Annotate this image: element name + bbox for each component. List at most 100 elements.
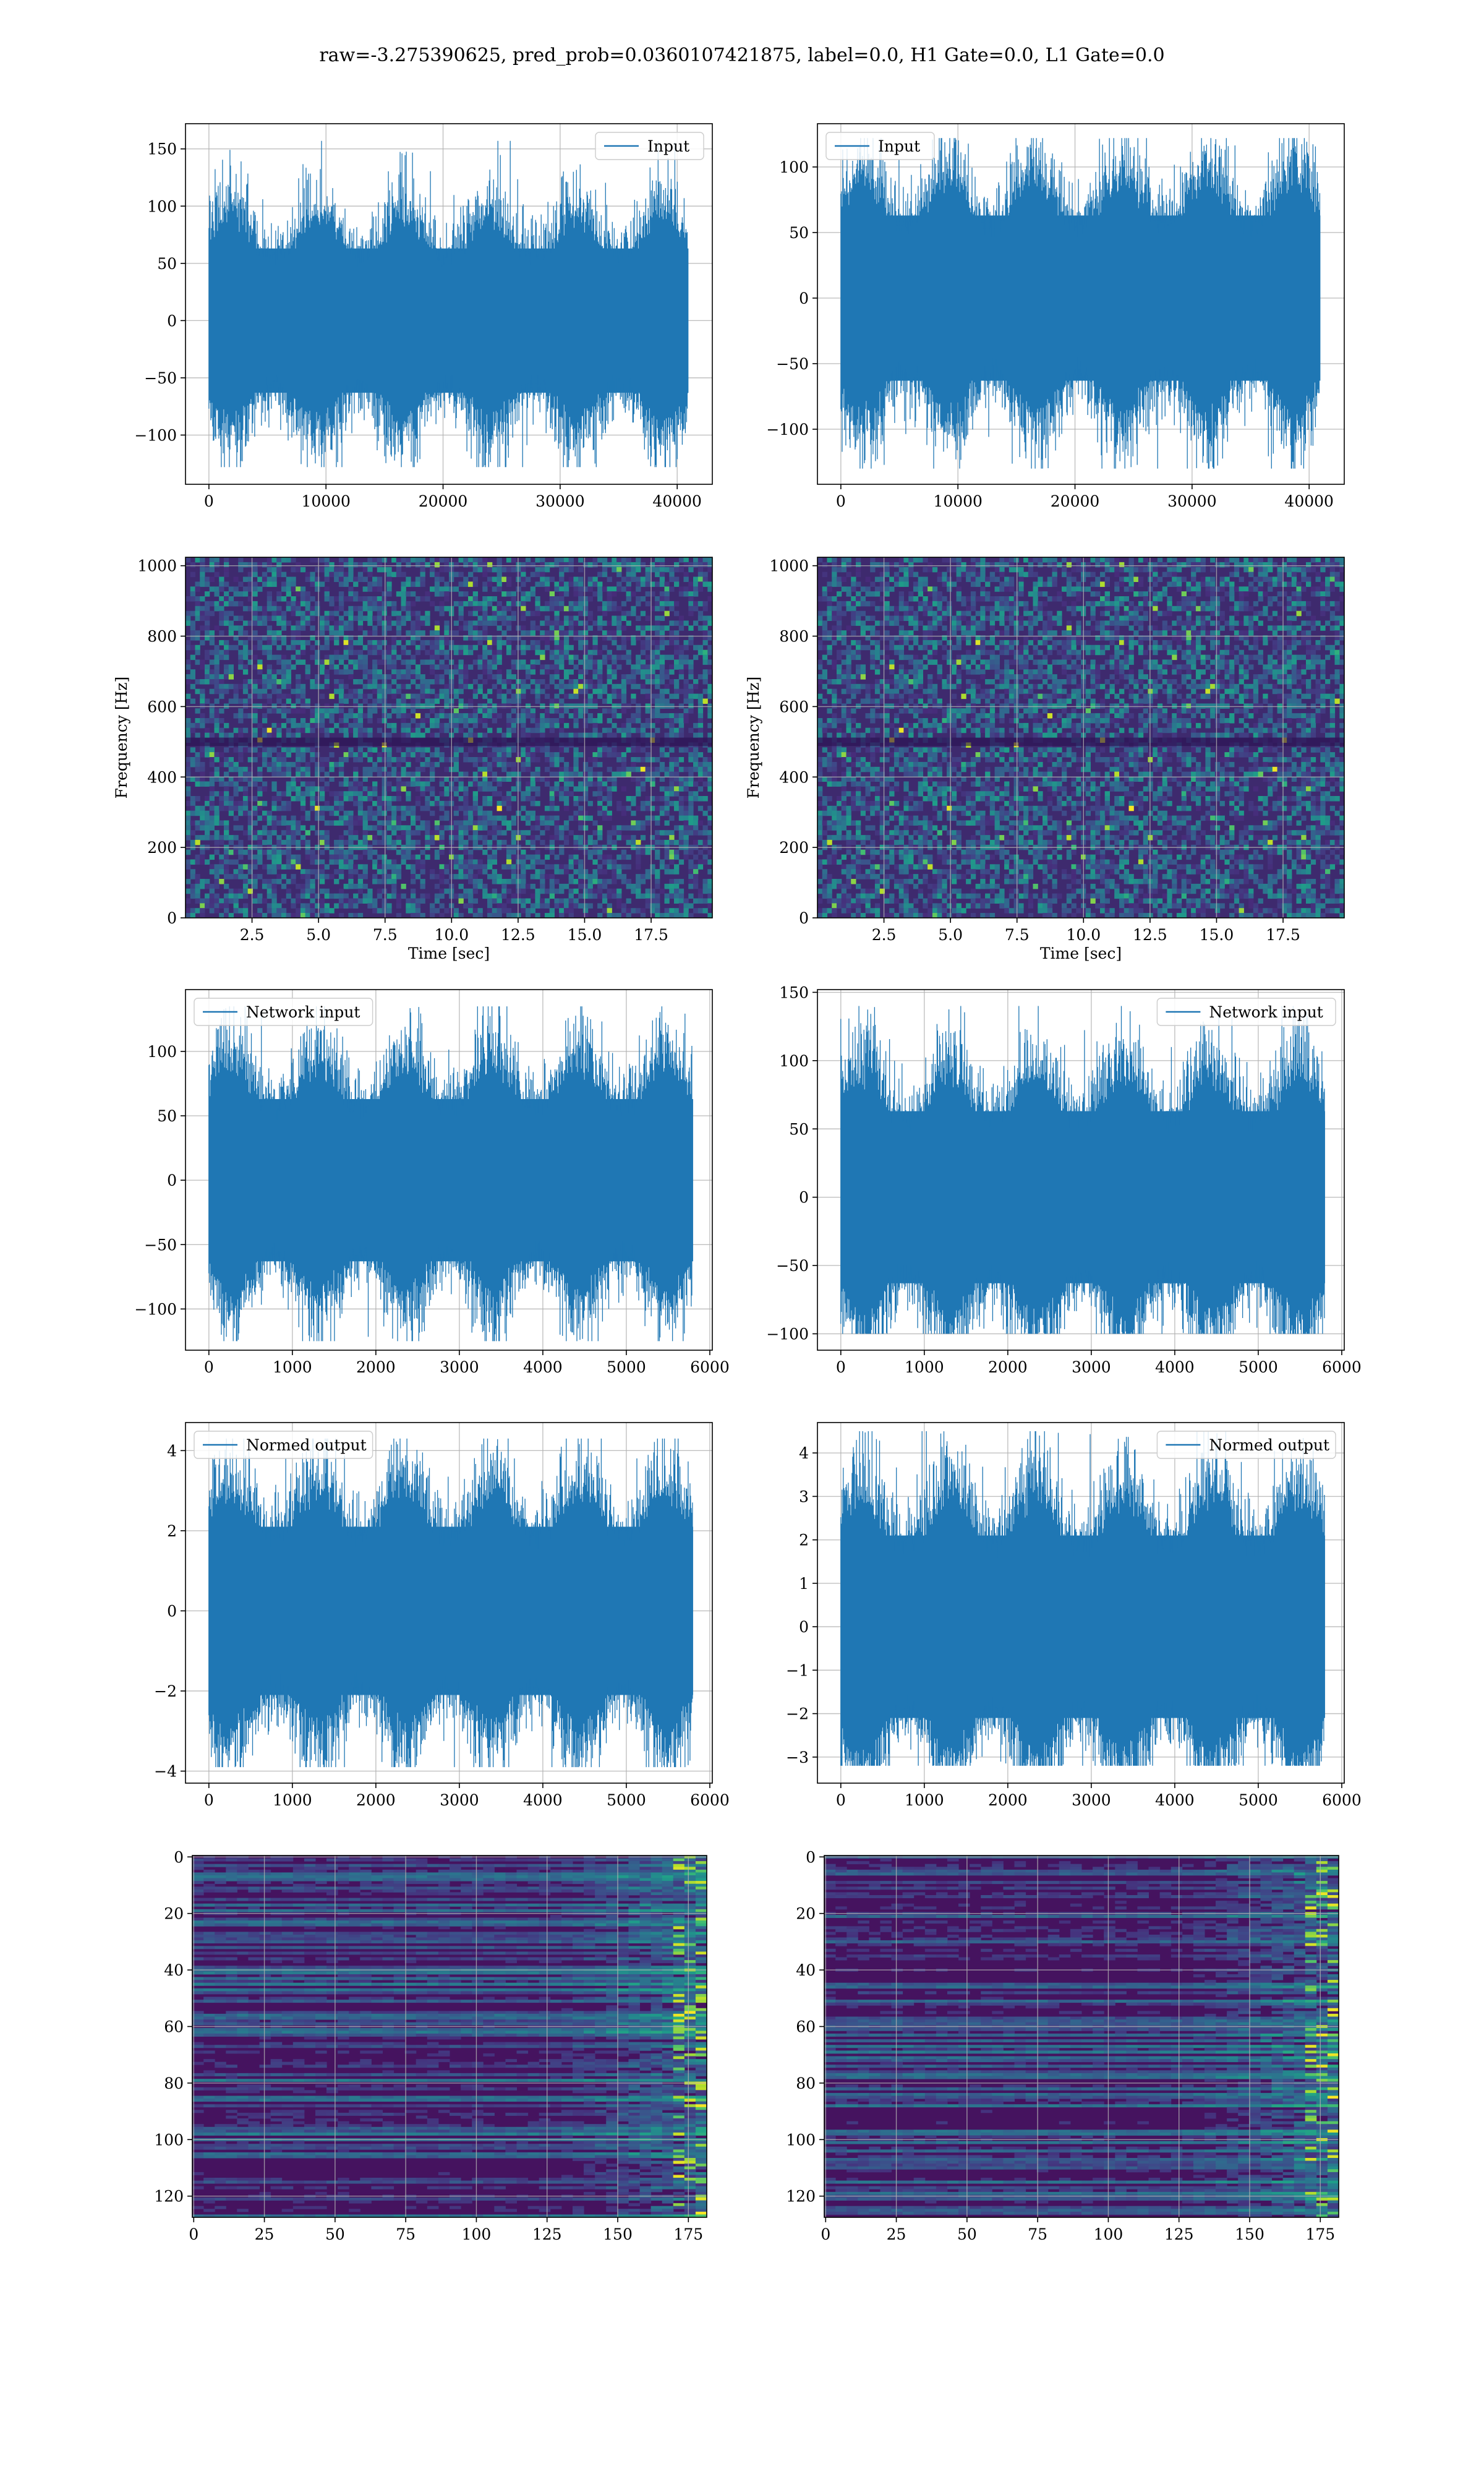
h1-spectrogram-cell	[636, 879, 641, 884]
h1-input-xtick-label: 30000	[535, 492, 585, 510]
h1-spectrogram-cell	[550, 791, 555, 797]
h1-spectrogram-cell	[626, 733, 631, 738]
h1-spectrogram-cell	[252, 781, 257, 787]
h1-spectrogram-cell	[262, 674, 267, 680]
h1-spectrogram-cell	[573, 577, 578, 583]
h1-spectrogram-cell	[674, 864, 679, 870]
h1-spectrogram-cell	[411, 703, 416, 709]
h1-spectrogram-cell	[382, 640, 387, 646]
h1-spectrogram-cell	[573, 860, 578, 865]
h1-spectrogram-cell	[688, 796, 693, 802]
h1-spectrogram-cell	[271, 572, 276, 578]
h1-spectrogram-cell	[674, 659, 679, 665]
h1-spectrogram-cell	[655, 899, 660, 904]
h1-spectrogram-cell	[252, 879, 257, 884]
h1-spectrogram-cell	[200, 713, 205, 719]
h1-spectrogram-cell	[545, 903, 550, 909]
h1-spectrogram-cell	[526, 733, 531, 738]
h1-spectrogram-cell	[234, 825, 239, 831]
h1-spectrogram-cell	[669, 869, 674, 875]
h1-spectrogram-cell	[262, 616, 267, 622]
h1-spectrogram-cell	[440, 757, 445, 763]
h1-spectrogram-cell	[377, 889, 382, 894]
h1-spectrogram-cell	[305, 669, 310, 675]
h1-spectrogram-cell	[301, 772, 305, 777]
h1-spectrogram-cell	[401, 772, 406, 777]
h1-spectrogram-cell	[334, 684, 339, 690]
h1-spectrogram-cell	[310, 757, 315, 763]
h1-spectrogram-cell	[234, 889, 239, 894]
h1-spectrogram-cell	[646, 708, 650, 714]
h1-spectrogram-cell	[698, 586, 703, 592]
h1-spectrogram-cell	[401, 806, 406, 811]
h1-spectrogram-cell	[229, 699, 234, 704]
h1-spectrogram-cell	[621, 586, 626, 592]
h1-spectrogram-cell	[200, 903, 205, 909]
h1-spectrogram-cell	[550, 703, 555, 709]
h1-spectrogram-cell	[612, 562, 616, 568]
h1-spectrogram-cell	[276, 606, 281, 612]
h1-spectrogram-cell	[669, 860, 674, 865]
h1-spectrogram-cell	[267, 830, 272, 836]
h1-spectrogram-cell	[411, 611, 416, 617]
h1-spectrogram-cell	[296, 611, 301, 617]
h1-spectrogram-cell	[473, 796, 478, 802]
h1-spectrogram-cell	[372, 684, 377, 690]
h1-spectrogram-cell	[420, 899, 425, 904]
h1-spectrogram-cell	[386, 650, 391, 656]
h1-spectrogram-cell	[655, 567, 660, 573]
h1-spectrogram-cell	[684, 899, 689, 904]
h1-spectrogram-cell	[391, 557, 396, 563]
h1-spectrogram-cell	[271, 689, 276, 695]
h1-spectrogram-cell	[305, 830, 310, 836]
h1-spectrogram-cell	[243, 767, 248, 773]
h1-spectrogram-cell	[573, 684, 578, 690]
h1-spectrogram-cell	[353, 728, 358, 734]
h1-spectrogram-cell	[238, 825, 243, 831]
h1-spectrogram-cell	[655, 796, 660, 802]
h1-spectrogram-cell	[459, 874, 464, 880]
l1-spectrogram-cell	[1033, 557, 1038, 563]
h1-spectrogram-cell	[592, 752, 597, 758]
h1-spectrogram-cell	[492, 879, 497, 884]
h1-spectrogram-cell	[540, 718, 545, 724]
h1-spectrogram-cell	[286, 684, 291, 690]
h1-spectrogram-cell	[526, 781, 531, 787]
h1-spectrogram-cell	[612, 889, 616, 894]
h1-spectrogram-cell	[468, 664, 473, 670]
h1-spectrogram-cell	[468, 699, 473, 704]
h1-spectrogram-cell	[506, 606, 511, 612]
h1-spectrogram-cell	[636, 557, 641, 563]
h1-spectrogram-cell	[468, 855, 473, 860]
h1-spectrogram-cell	[526, 664, 531, 670]
h1-spectrogram-cell	[401, 669, 406, 675]
h1-spectrogram-cell	[367, 811, 372, 816]
h1-spectrogram-cell	[655, 645, 660, 651]
h1-spectrogram-cell	[535, 786, 540, 792]
h1-spectrogram-cell	[367, 713, 372, 719]
h1-spectrogram-cell	[612, 694, 616, 700]
h1-spectrogram-cell	[478, 767, 483, 773]
h1-spectrogram-cell	[190, 655, 195, 661]
h1-spectrogram-cell	[487, 860, 492, 865]
h1-spectrogram-cell	[641, 674, 646, 680]
h1-spectrogram-cell	[348, 855, 353, 860]
h1-spectrogram-cell	[377, 674, 382, 680]
h1-spectrogram-cell	[655, 581, 660, 587]
h1-spectrogram-cell	[257, 577, 262, 583]
h1-spectrogram-cell	[444, 713, 449, 719]
h1-spectrogram-cell	[391, 611, 396, 617]
h1-spectrogram-cell	[679, 664, 684, 670]
h1-spectrogram-cell	[358, 864, 363, 870]
h1-spectrogram-cell	[224, 733, 229, 738]
h1-spectrogram-cell	[195, 855, 200, 860]
h1-spectrogram-cell	[215, 557, 220, 563]
h1-spectrogram-cell	[554, 864, 559, 870]
h1-spectrogram-cell	[703, 860, 708, 865]
h1-spectrogram-cell	[234, 728, 239, 734]
h1-spectrogram-cell	[674, 718, 679, 724]
h1-spectrogram-cell	[310, 572, 315, 578]
h1-spectrogram-cell	[238, 699, 243, 704]
h1-spectrogram-cell	[616, 830, 621, 836]
h1-spectrogram-cell	[607, 889, 612, 894]
